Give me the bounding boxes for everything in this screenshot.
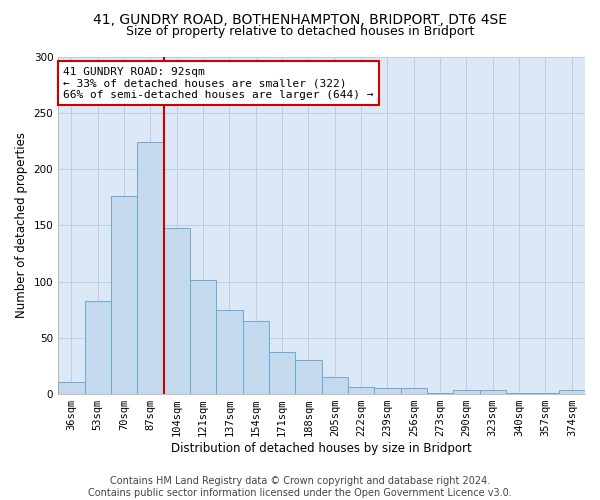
Bar bbox=[453, 390, 479, 394]
Bar bbox=[506, 393, 532, 394]
Bar bbox=[58, 382, 85, 394]
Text: 41, GUNDRY ROAD, BOTHENHAMPTON, BRIDPORT, DT6 4SE: 41, GUNDRY ROAD, BOTHENHAMPTON, BRIDPORT… bbox=[93, 12, 507, 26]
Text: 41 GUNDRY ROAD: 92sqm
← 33% of detached houses are smaller (322)
66% of semi-det: 41 GUNDRY ROAD: 92sqm ← 33% of detached … bbox=[64, 66, 374, 100]
Bar bbox=[532, 393, 559, 394]
Bar bbox=[190, 280, 216, 394]
Text: Contains HM Land Registry data © Crown copyright and database right 2024.
Contai: Contains HM Land Registry data © Crown c… bbox=[88, 476, 512, 498]
Bar bbox=[295, 360, 322, 394]
Y-axis label: Number of detached properties: Number of detached properties bbox=[15, 132, 28, 318]
Bar bbox=[374, 388, 401, 394]
Bar bbox=[322, 377, 348, 394]
Bar bbox=[427, 393, 453, 394]
Bar bbox=[137, 142, 164, 394]
Bar bbox=[242, 321, 269, 394]
Bar bbox=[216, 310, 242, 394]
Bar bbox=[559, 390, 585, 394]
Bar bbox=[348, 388, 374, 394]
Bar bbox=[269, 352, 295, 394]
Bar bbox=[164, 228, 190, 394]
Bar bbox=[479, 390, 506, 394]
Bar bbox=[401, 388, 427, 394]
Text: Size of property relative to detached houses in Bridport: Size of property relative to detached ho… bbox=[126, 25, 474, 38]
Bar bbox=[111, 196, 137, 394]
Bar bbox=[85, 300, 111, 394]
X-axis label: Distribution of detached houses by size in Bridport: Distribution of detached houses by size … bbox=[171, 442, 472, 455]
